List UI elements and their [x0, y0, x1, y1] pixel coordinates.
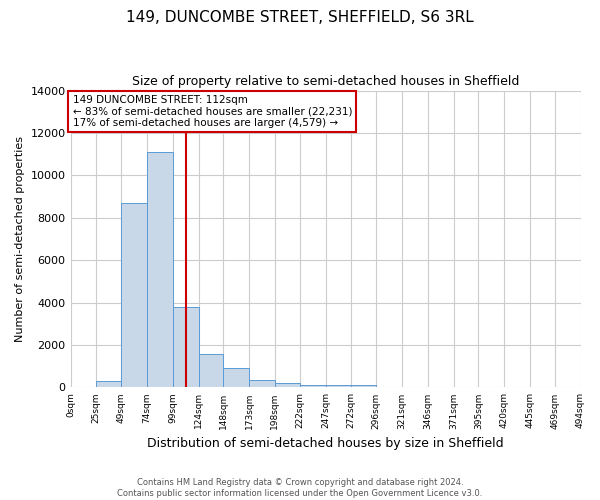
Bar	[249, 380, 275, 388]
Bar	[300, 386, 326, 388]
Title: Size of property relative to semi-detached houses in Sheffield: Size of property relative to semi-detach…	[132, 75, 519, 88]
Bar	[352, 386, 376, 388]
Bar	[326, 386, 352, 388]
Bar	[223, 368, 249, 388]
Bar	[121, 203, 147, 388]
Bar	[275, 383, 300, 388]
Bar	[147, 152, 173, 388]
Bar	[97, 381, 121, 388]
Text: 149, DUNCOMBE STREET, SHEFFIELD, S6 3RL: 149, DUNCOMBE STREET, SHEFFIELD, S6 3RL	[126, 10, 474, 25]
Text: Contains HM Land Registry data © Crown copyright and database right 2024.
Contai: Contains HM Land Registry data © Crown c…	[118, 478, 482, 498]
X-axis label: Distribution of semi-detached houses by size in Sheffield: Distribution of semi-detached houses by …	[147, 437, 504, 450]
Y-axis label: Number of semi-detached properties: Number of semi-detached properties	[15, 136, 25, 342]
Bar	[173, 307, 199, 388]
Bar	[199, 354, 223, 388]
Text: 149 DUNCOMBE STREET: 112sqm
← 83% of semi-detached houses are smaller (22,231)
1: 149 DUNCOMBE STREET: 112sqm ← 83% of sem…	[73, 95, 352, 128]
